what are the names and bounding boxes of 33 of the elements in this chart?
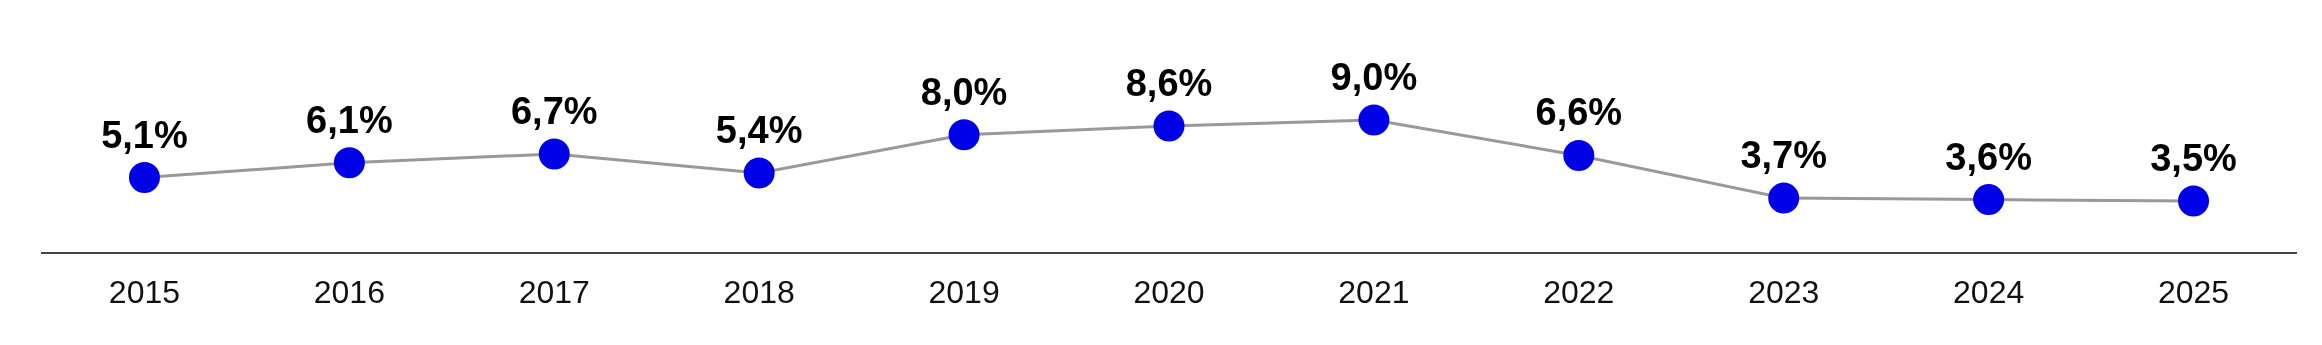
data-label: 5,4% [715, 109, 803, 152]
x-tick-label: 2020 [1133, 273, 1205, 310]
data-label: 3,7% [1740, 134, 1828, 177]
x-tick-label: 2017 [518, 273, 590, 310]
x-tick-label: 2016 [313, 273, 385, 310]
x-tick-label: 2025 [2157, 273, 2230, 310]
x-tick-label: 2023 [1748, 273, 1820, 310]
point [128, 162, 160, 193]
point [743, 157, 775, 189]
data-label: 6,7% [510, 89, 598, 132]
data-label: 9,0% [1330, 56, 1418, 99]
point [538, 138, 570, 170]
point [2178, 185, 2210, 217]
data-label: 5,1% [101, 113, 188, 156]
point [1768, 182, 1800, 214]
x-tick-label: 2018 [723, 273, 795, 310]
data-label: 6,6% [1535, 91, 1623, 134]
point [1973, 184, 2005, 216]
point [1358, 104, 1390, 136]
data-label: 3,6% [1945, 135, 2032, 178]
data-label: 3,5% [2150, 137, 2237, 180]
point [333, 147, 365, 179]
point [948, 119, 980, 151]
data-label: 8,6% [1125, 61, 1213, 104]
x-tick-label: 2019 [928, 273, 1000, 310]
x-tick-label: 2015 [108, 273, 181, 310]
x-tick-label: 2022 [1543, 273, 1615, 310]
point [1153, 110, 1185, 142]
data-label: 6,1% [306, 98, 393, 141]
data-label: 8,0% [920, 70, 1008, 113]
x-tick-label: 2024 [1953, 273, 2025, 310]
point [1563, 139, 1595, 171]
x-tick-label: 2021 [1338, 273, 1410, 310]
